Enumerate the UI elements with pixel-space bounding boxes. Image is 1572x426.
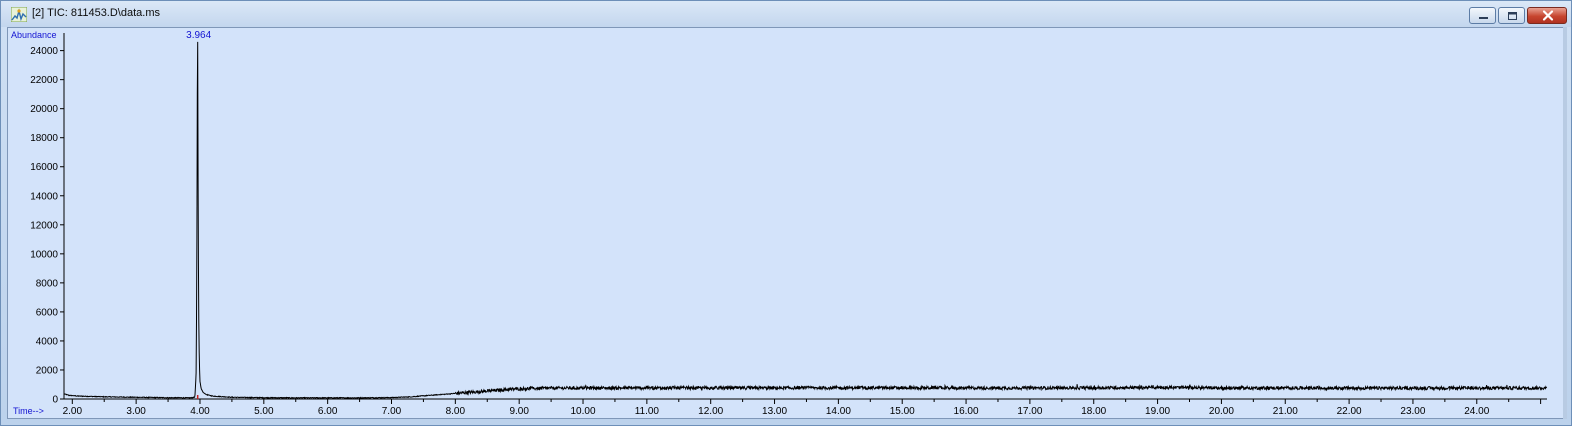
window-title: [2] TIC: 811453.D\data.ms bbox=[32, 7, 160, 19]
x-tick-label: 21.00 bbox=[1273, 406, 1298, 417]
y-tick-label: 22000 bbox=[30, 75, 58, 86]
close-button[interactable] bbox=[1527, 7, 1567, 24]
x-tick-label: 5.00 bbox=[254, 406, 274, 417]
y-tick-label: 4000 bbox=[36, 336, 59, 347]
x-tick-label: 7.00 bbox=[382, 406, 402, 417]
y-tick-label: 18000 bbox=[30, 133, 58, 144]
y-tick-label: 20000 bbox=[30, 104, 58, 115]
x-tick-label: 8.00 bbox=[446, 406, 466, 417]
x-tick-label: 2.00 bbox=[63, 406, 83, 417]
y-tick-label: 16000 bbox=[30, 162, 58, 173]
x-tick-label: 19.00 bbox=[1145, 406, 1170, 417]
x-tick-label: 6.00 bbox=[318, 406, 338, 417]
plot-area-frame bbox=[7, 27, 1565, 419]
frame-edge bbox=[1563, 27, 1567, 419]
x-tick-label: 16.00 bbox=[954, 406, 979, 417]
x-tick-label: 20.00 bbox=[1209, 406, 1234, 417]
x-tick-label: 9.00 bbox=[509, 406, 529, 417]
x-tick-label: 23.00 bbox=[1400, 406, 1425, 417]
title-bar[interactable]: [2] TIC: 811453.D\data.ms bbox=[1, 1, 1571, 27]
close-icon bbox=[1542, 10, 1554, 21]
y-axis-label: Abundance bbox=[11, 30, 57, 40]
x-tick-label: 14.00 bbox=[826, 406, 851, 417]
x-axis-label: Time--> bbox=[13, 406, 44, 416]
tic-chromatogram-chart[interactable]: Abundance Time--> 0 2000 4000 6000 8000 10000 12… bbox=[7, 27, 1565, 419]
minimize-button[interactable] bbox=[1469, 7, 1496, 24]
x-tick-label: 18.00 bbox=[1081, 406, 1106, 417]
x-tick-label: 11.00 bbox=[635, 406, 660, 417]
y-tick-label: 24000 bbox=[30, 46, 58, 57]
y-tick-label: 0 bbox=[52, 395, 58, 406]
peak-label: 3.964 bbox=[186, 30, 211, 41]
y-tick-label: 8000 bbox=[36, 278, 59, 289]
restore-button[interactable] bbox=[1498, 7, 1525, 24]
x-tick-label: 17.00 bbox=[1017, 406, 1042, 417]
x-tick-label: 12.00 bbox=[698, 406, 723, 417]
y-tick-label: 14000 bbox=[30, 191, 58, 202]
x-tick-label: 24.00 bbox=[1464, 406, 1489, 417]
minimize-icon bbox=[1479, 17, 1488, 19]
x-tick-label: 4.00 bbox=[190, 406, 210, 417]
tic-trace-line bbox=[63, 41, 1548, 400]
y-tick-label: 2000 bbox=[36, 365, 59, 376]
chromatogram-app-icon bbox=[11, 7, 27, 22]
x-tick-label: 10.00 bbox=[571, 406, 596, 417]
x-tick-label: 15.00 bbox=[890, 406, 915, 417]
y-tick-label: 12000 bbox=[30, 220, 58, 231]
y-tick-label: 6000 bbox=[36, 307, 59, 318]
x-tick-label: 22.00 bbox=[1337, 406, 1362, 417]
restore-icon bbox=[1508, 12, 1517, 20]
x-tick-label: 13.00 bbox=[762, 406, 787, 417]
y-tick-label: 10000 bbox=[30, 249, 58, 260]
x-tick-label: 3.00 bbox=[126, 406, 146, 417]
